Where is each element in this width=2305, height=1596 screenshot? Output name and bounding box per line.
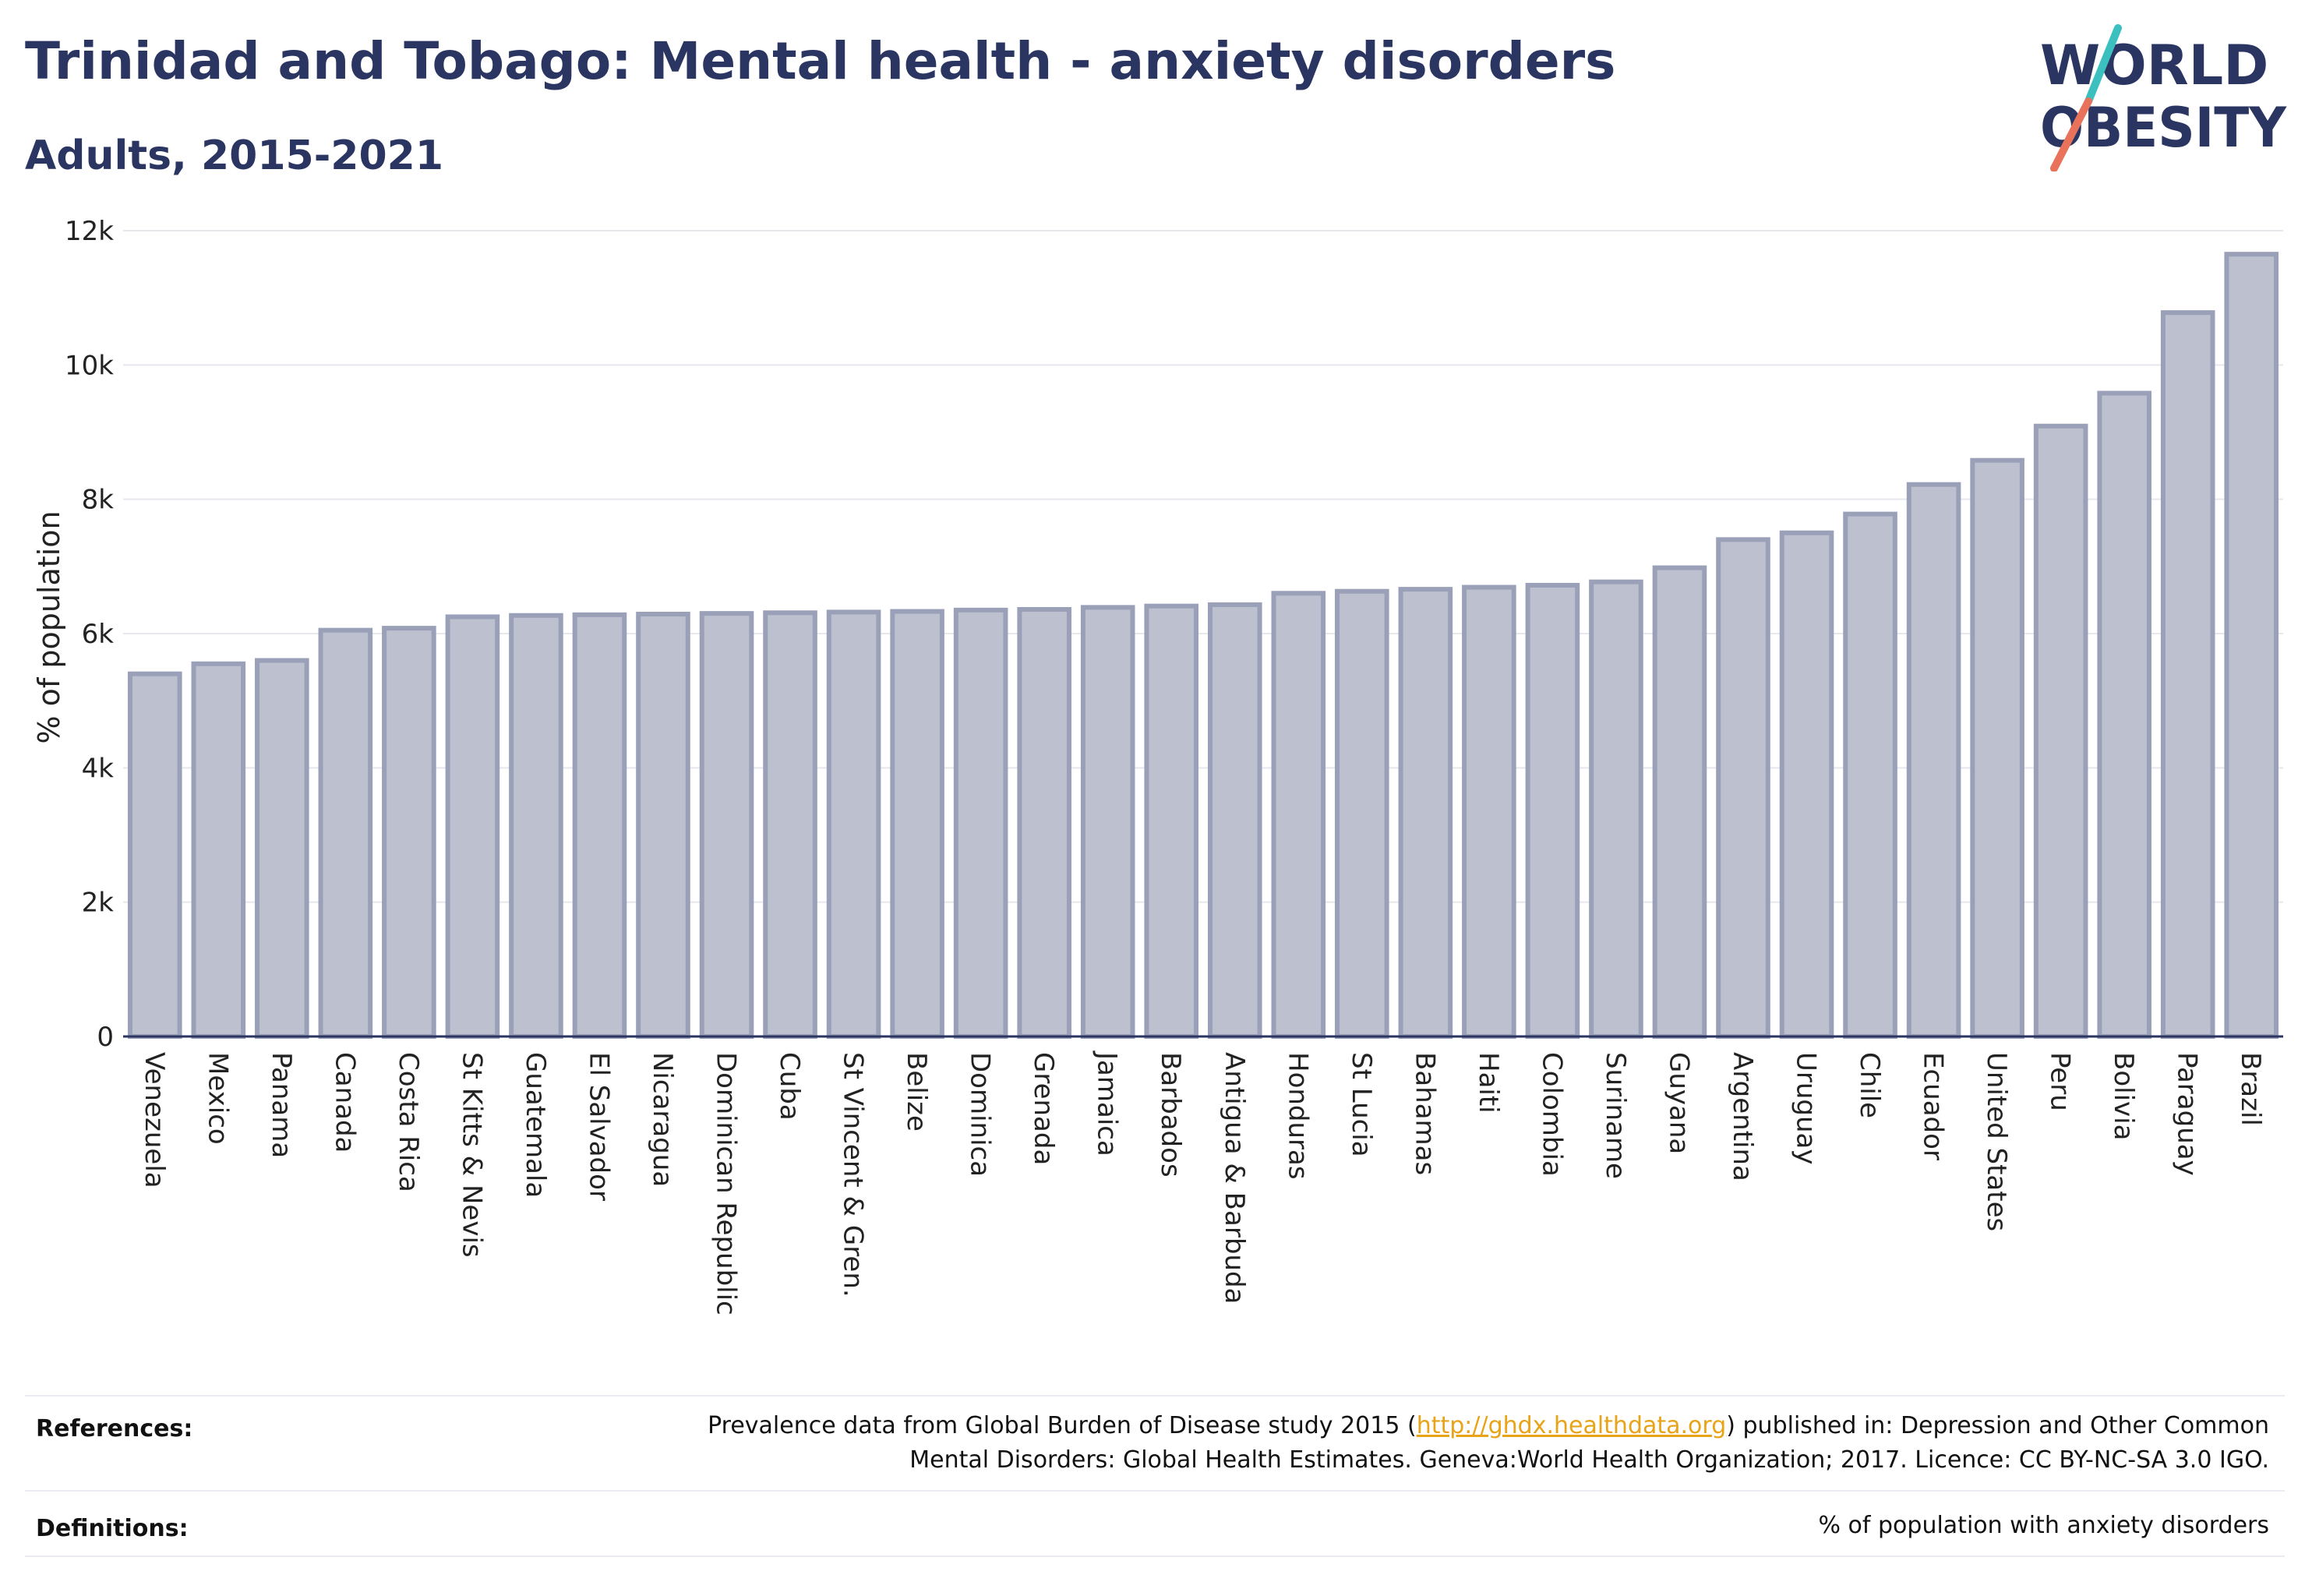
x-tick-label: St Vincent & Gren.: [838, 1052, 869, 1298]
x-tick-label: Uruguay: [1791, 1052, 1822, 1165]
bar[interactable]: [509, 613, 563, 1039]
x-tick-label: Argentina: [1727, 1052, 1758, 1181]
bar[interactable]: [318, 627, 373, 1039]
world-obesity-logo: WORLD OBESITY: [2040, 24, 2287, 171]
references-text: Prevalence data from Global Burden of Di…: [708, 1409, 2269, 1478]
references-line1-post: ) published in: Depression and Other Com…: [1726, 1412, 2269, 1439]
bar[interactable]: [1525, 582, 1580, 1039]
bar[interactable]: [1144, 603, 1199, 1039]
bar[interactable]: [1716, 537, 1770, 1039]
x-tick-label: Canada: [329, 1052, 360, 1153]
x-tick-label: St Kitts & Nevis: [456, 1052, 487, 1258]
y-tick-label: 0: [97, 1022, 114, 1053]
x-tick-label: Panama: [266, 1052, 297, 1158]
bar[interactable]: [1652, 565, 1707, 1039]
logo-slash-teal: [2084, 24, 2122, 105]
x-tick-label: Bahamas: [1409, 1052, 1440, 1175]
bar[interactable]: [1779, 530, 1834, 1039]
x-tick-label: El Salvador: [583, 1052, 614, 1201]
y-tick-label: 8k: [82, 485, 115, 516]
x-tick-label: Venezuela: [139, 1052, 170, 1188]
bar[interactable]: [2097, 390, 2151, 1040]
y-tick-label: 6k: [82, 619, 115, 650]
x-tick-label: Ecuador: [1918, 1052, 1949, 1160]
references-line1-pre: Prevalence data from Global Burden of Di…: [708, 1412, 1417, 1439]
bar[interactable]: [1462, 584, 1516, 1039]
chart-subtitle: Adults, 2015-2021: [25, 132, 444, 179]
bar[interactable]: [1589, 579, 1643, 1039]
x-tick-label: Dominica: [965, 1052, 996, 1177]
x-tick-label: Costa Rica: [393, 1052, 424, 1192]
bar[interactable]: [1335, 588, 1389, 1039]
footer-divider-bottom: [25, 1555, 2285, 1557]
definitions-text: % of population with anxiety disorders: [1818, 1512, 2269, 1539]
y-tick-label: 4k: [82, 753, 115, 784]
logo-text-obesity: OBESITY: [2040, 96, 2287, 160]
bar[interactable]: [1398, 587, 1453, 1039]
footer-divider-middle: [25, 1490, 2285, 1492]
bar-chart: 0 2k 4k 6k 8k 10k 12k Venezuela Mexico Panama Can…: [32, 216, 2283, 1315]
x-tick-label: Guyana: [1663, 1052, 1694, 1154]
bar[interactable]: [1906, 482, 1961, 1039]
bar[interactable]: [1970, 457, 2024, 1039]
bar[interactable]: [953, 607, 1008, 1039]
chart-title: Trinidad and Tobago: Mental health - anx…: [25, 31, 1616, 91]
x-tick-label: Suriname: [1600, 1052, 1631, 1179]
y-tick-label: 2k: [82, 888, 115, 919]
x-tick-label: Antigua & Barbuda: [1219, 1052, 1250, 1304]
y-tick-label: 10k: [65, 350, 114, 381]
x-tick-label: Colombia: [1536, 1052, 1567, 1177]
footer-divider-top: [25, 1395, 2285, 1396]
x-tick-label: Bolivia: [2108, 1052, 2139, 1140]
x-tick-label: Nicaragua: [647, 1052, 678, 1187]
bar[interactable]: [1017, 606, 1071, 1039]
bar[interactable]: [826, 609, 881, 1039]
bar[interactable]: [890, 609, 944, 1039]
bar[interactable]: [699, 611, 754, 1039]
bar[interactable]: [763, 610, 817, 1039]
y-axis-label: % of population: [32, 510, 66, 743]
bar[interactable]: [255, 658, 309, 1039]
bar[interactable]: [572, 612, 627, 1039]
x-tick-label: Jamaica: [1092, 1050, 1123, 1156]
x-tick-label: Mexico: [202, 1052, 233, 1145]
x-axis-ticks: Venezuela Mexico Panama Canada Costa Rica St …: [139, 1050, 2266, 1315]
bar[interactable]: [2033, 423, 2088, 1039]
x-tick-label: Guatemala: [520, 1052, 551, 1198]
x-tick-label: Cuba: [774, 1052, 805, 1121]
bar[interactable]: [2160, 310, 2215, 1039]
bar[interactable]: [191, 661, 246, 1040]
bar[interactable]: [1080, 605, 1135, 1039]
bar[interactable]: [1207, 602, 1262, 1039]
bar[interactable]: [127, 671, 182, 1039]
x-tick-label: St Lucia: [1346, 1052, 1377, 1157]
x-tick-label: Honduras: [1282, 1052, 1313, 1180]
bar[interactable]: [382, 626, 436, 1039]
bar[interactable]: [445, 614, 500, 1039]
references-link[interactable]: http://ghdx.healthdata.org: [1416, 1412, 1727, 1439]
x-tick-label: Brazil: [2235, 1052, 2266, 1126]
logo-slash-coral: [2050, 97, 2092, 171]
y-tick-label: 12k: [65, 216, 114, 247]
x-tick-label: Belize: [901, 1052, 932, 1132]
references-label: References:: [36, 1415, 193, 1442]
logo-text-world: WORLD: [2040, 34, 2268, 97]
bar[interactable]: [636, 612, 690, 1039]
bar[interactable]: [1843, 511, 1897, 1039]
x-tick-label: Grenada: [1028, 1052, 1059, 1165]
definitions-label: Definitions:: [36, 1515, 189, 1542]
x-tick-label: United States: [1981, 1052, 2012, 1231]
bars: [123, 252, 2283, 1040]
bar[interactable]: [2224, 252, 2279, 1039]
x-tick-label: Peru: [2045, 1052, 2076, 1111]
x-tick-label: Chile: [1854, 1052, 1885, 1118]
x-tick-label: Barbados: [1155, 1052, 1186, 1178]
x-tick-label: Dominican Republic: [711, 1052, 742, 1315]
bar[interactable]: [1271, 591, 1326, 1039]
references-line2: Mental Disorders: Global Health Estimate…: [909, 1446, 2269, 1474]
x-tick-label: Paraguay: [2172, 1052, 2203, 1176]
y-axis-ticks: 0 2k 4k 6k 8k 10k 12k: [65, 216, 114, 1053]
x-tick-label: Haiti: [1473, 1052, 1504, 1114]
